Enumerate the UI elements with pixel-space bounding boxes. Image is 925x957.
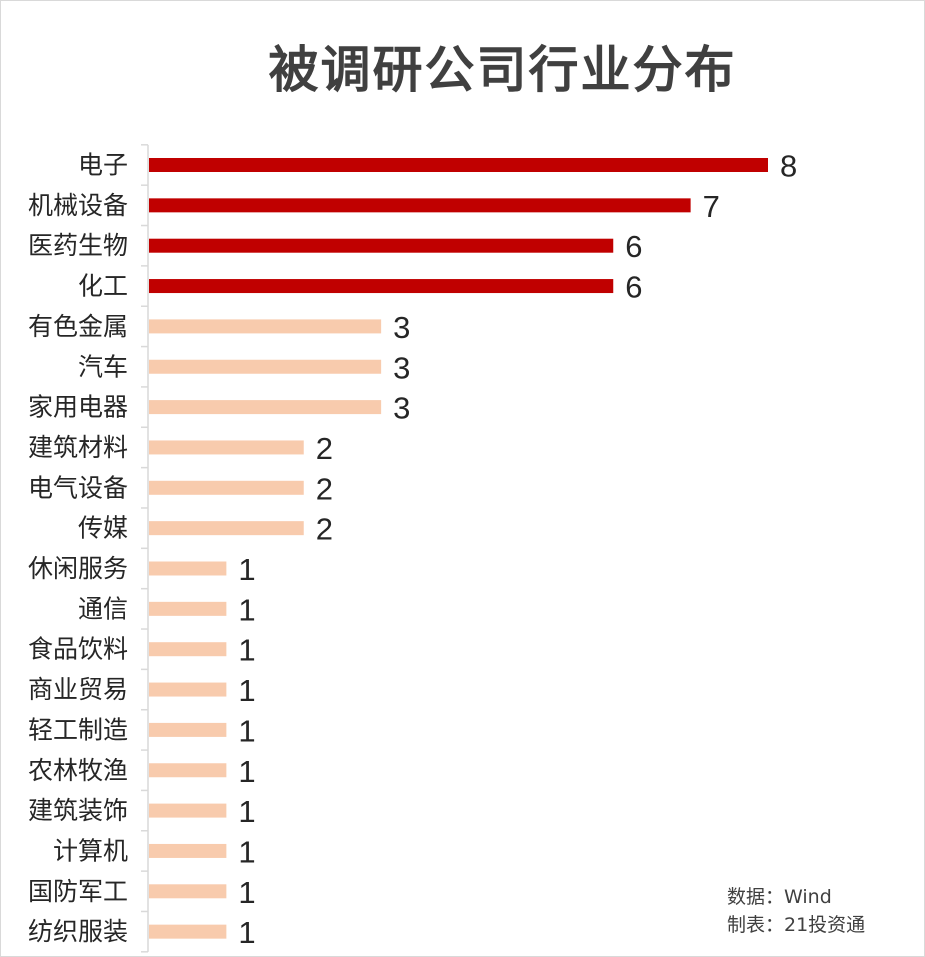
category-label: 通信 [78,594,128,623]
bar [149,924,227,939]
data-label: 1 [238,592,255,627]
chart-title: 被调研公司行业分布 [268,41,737,99]
category-label: 电气设备 [28,473,128,502]
data-label: 1 [238,713,255,748]
bar [149,682,227,697]
data-label: 8 [780,149,797,184]
source-note: 数据：Wind [727,886,832,908]
bar [149,480,304,495]
category-label: 电子 [78,151,128,180]
bar [149,884,227,899]
bar [149,158,768,172]
bar [149,238,614,253]
data-label: 6 [625,270,642,305]
category-label: 计算机 [53,836,128,865]
bar [149,561,227,576]
data-label: 3 [393,391,410,426]
data-label: 1 [238,754,255,789]
data-label: 1 [238,552,255,587]
data-label: 1 [238,794,255,829]
category-label: 轻工制造 [28,715,128,744]
bar [149,440,304,455]
bar [149,521,304,536]
category-label: 传媒 [78,514,128,543]
category-label: 机械设备 [28,191,128,220]
data-label: 1 [238,875,255,910]
maker-note: 制表：21投资通 [727,914,866,936]
category-label: 医药生物 [28,231,128,260]
data-label: 1 [238,673,255,708]
bar [149,642,227,657]
category-label: 农林牧渔 [28,756,128,785]
bar [149,601,227,616]
data-label: 2 [316,512,333,547]
data-label: 6 [625,229,642,264]
data-label: 1 [238,633,255,668]
category-label: 休闲服务 [28,554,128,583]
bar [149,279,614,294]
category-label: 化工 [78,272,128,301]
category-label: 国防军工 [28,877,128,906]
category-label: 建筑材料 [28,433,128,462]
category-label: 纺织服装 [28,917,128,946]
bar [149,843,227,858]
bar [149,198,691,213]
bar [149,400,382,415]
data-label: 3 [393,350,410,385]
category-label: 建筑装饰 [28,796,128,825]
bar [149,803,227,818]
bar [149,359,382,374]
category-label: 汽车 [78,352,128,381]
data-label: 1 [238,915,255,950]
data-label: 3 [393,310,410,345]
bar [149,763,227,778]
data-label: 7 [703,189,720,224]
data-label: 1 [238,834,255,869]
category-label: 有色金属 [28,312,128,341]
data-label: 2 [316,431,333,466]
category-label: 食品饮料 [28,635,128,664]
category-label: 家用电器 [28,393,128,422]
data-label: 2 [316,471,333,506]
bar [149,319,382,334]
category-label: 商业贸易 [28,675,128,704]
bar [149,722,227,737]
